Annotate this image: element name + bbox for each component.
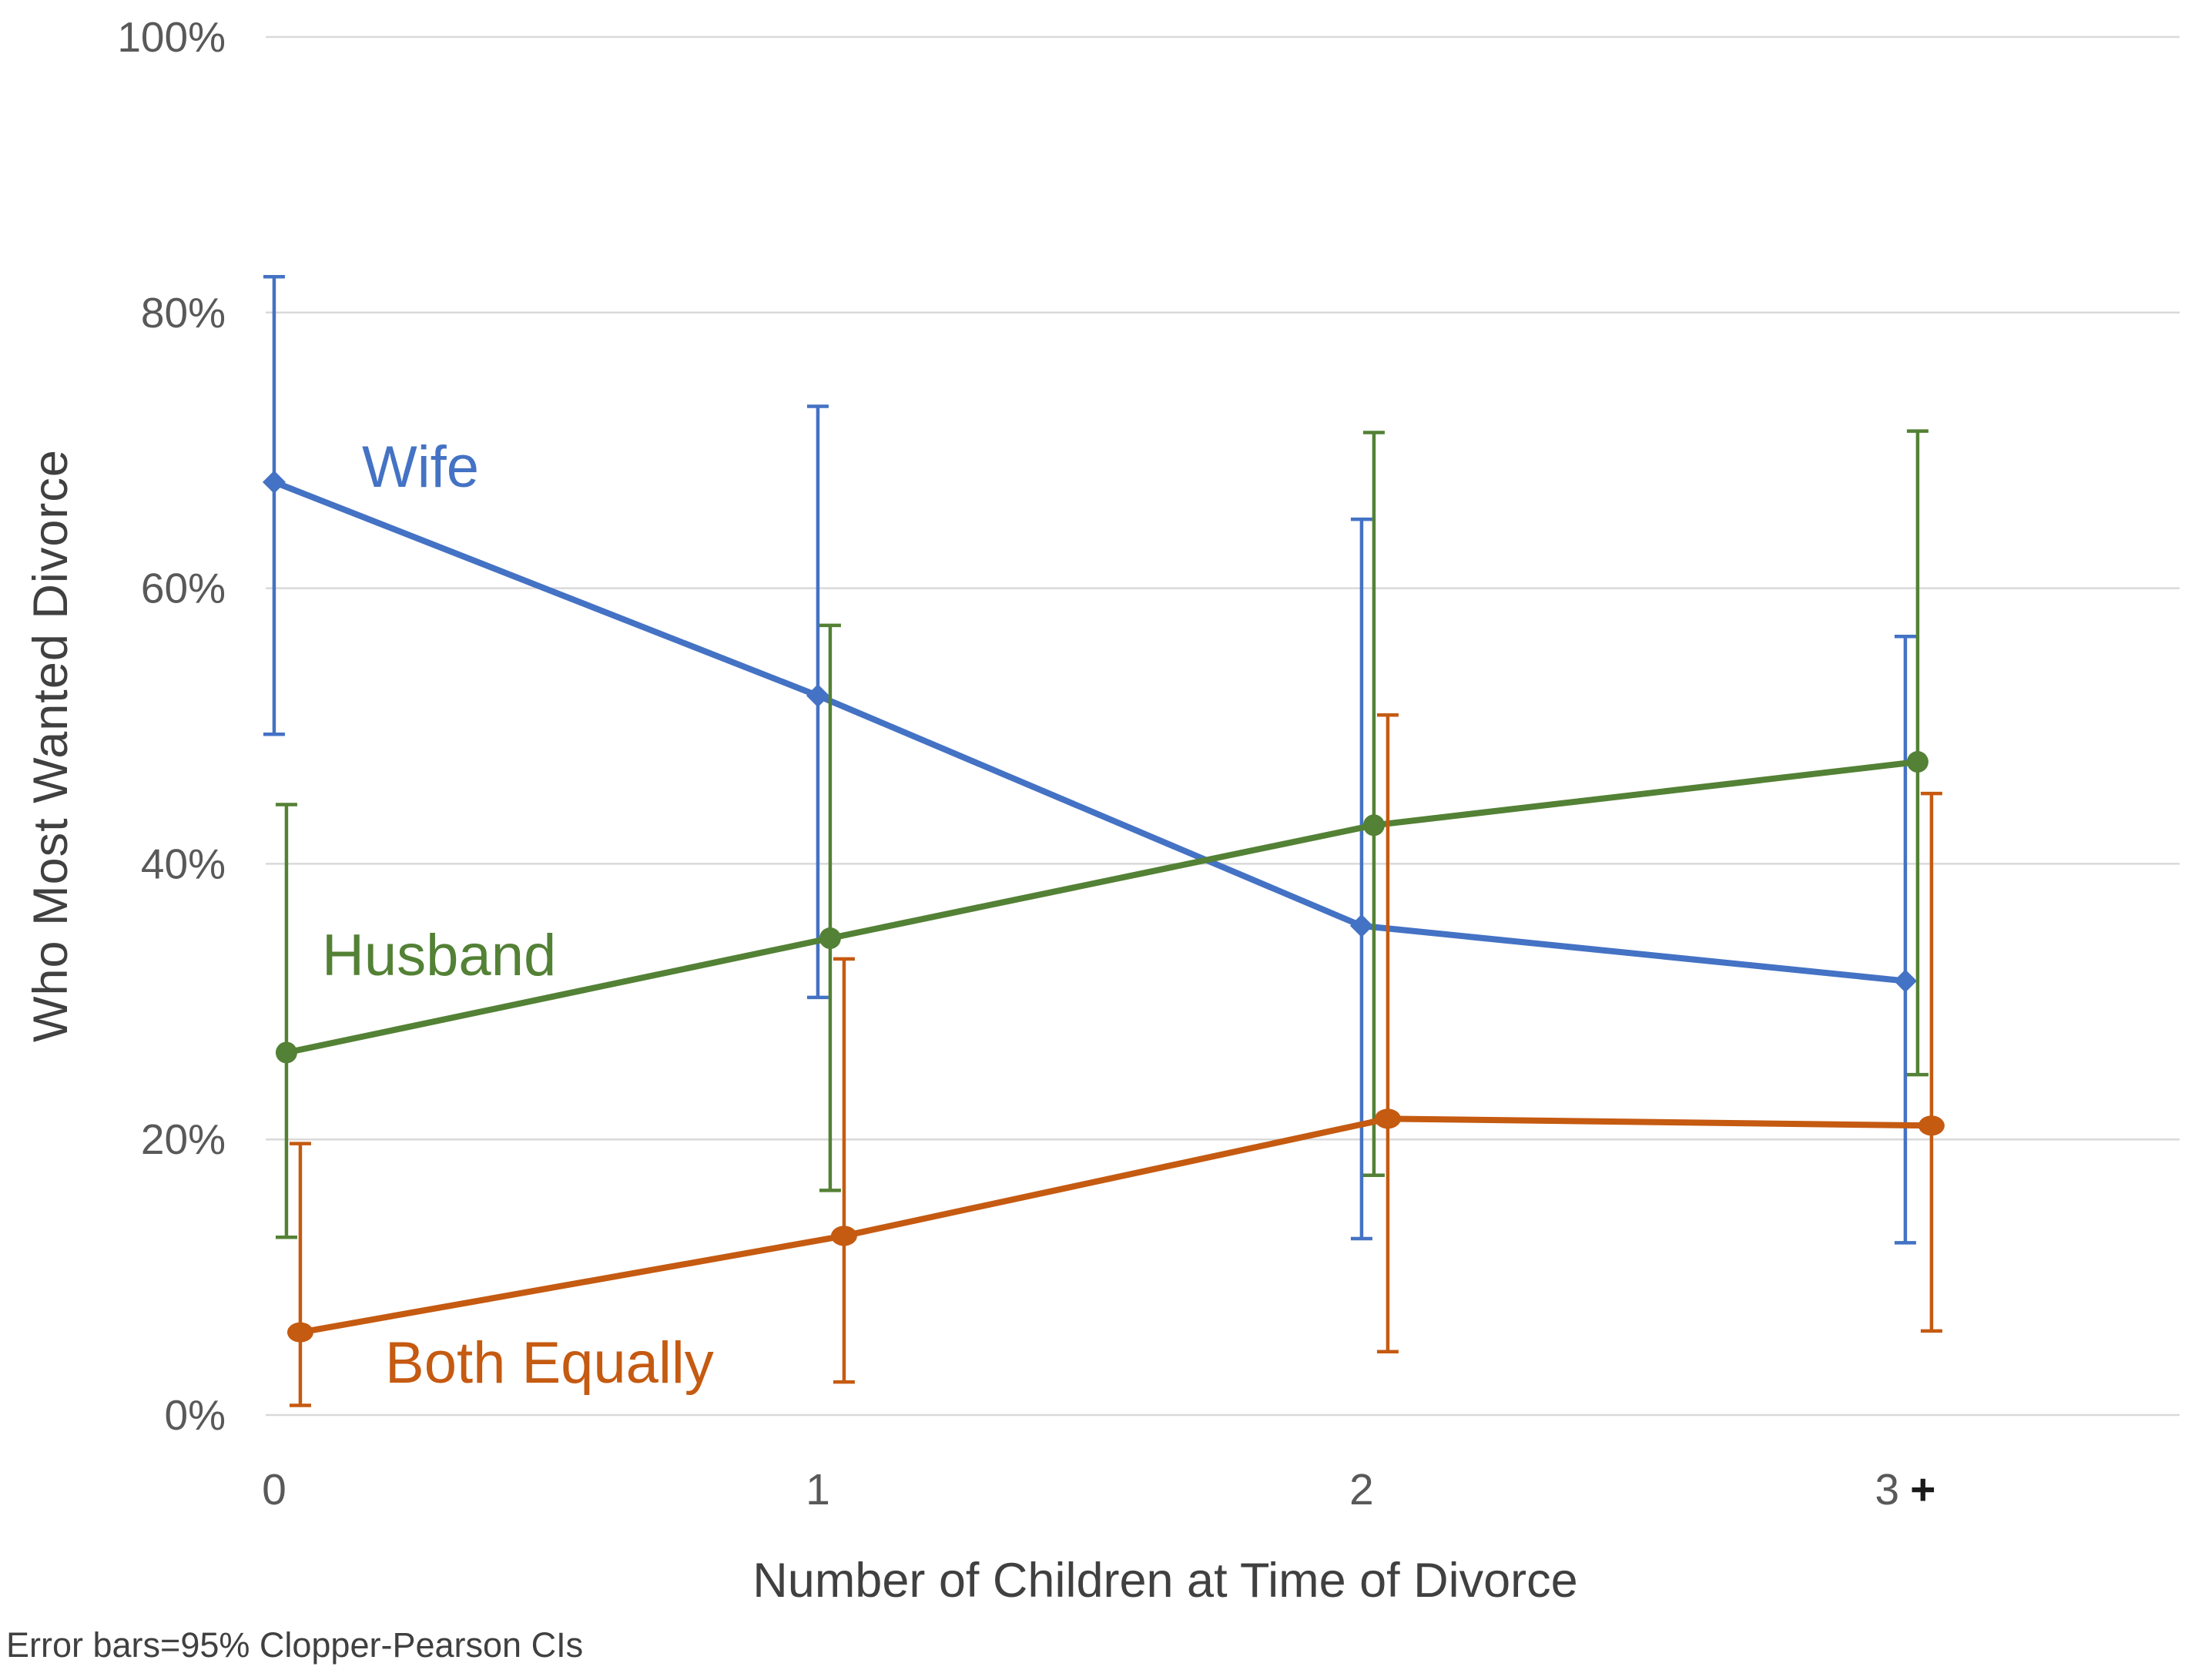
y-tick-label: 80% [141,289,226,337]
data-point-marker [1906,751,1929,773]
y-tick-label: 40% [141,840,226,887]
series-wife: Wife [262,275,1917,1245]
data-point-marker [1374,1108,1401,1129]
x-tick-label: 3 + [1875,1465,1935,1514]
y-axis-title: Who Most Wanted Divorce [24,449,78,1042]
data-point-marker [819,927,841,950]
x-axis-tick-labels: 0 1 2 3 + [262,1465,1935,1514]
data-point-marker [1349,914,1373,937]
x-axis-title: Number of Children at Time of Divorce [752,1554,1578,1608]
data-point-marker [1918,1115,1945,1136]
y-tick-label: 20% [141,1115,226,1163]
y-tick-label: 0% [165,1391,226,1439]
data-point-marker [806,684,829,708]
y-tick-label: 100% [117,13,226,61]
data-point-marker [262,470,286,494]
x-tick-label: 1 [806,1465,830,1514]
data-point-marker [275,1041,297,1064]
data-point-marker [287,1322,313,1343]
error-bars-footnote: Error bars=95% Clopper-Pearson CIs [6,1625,584,1665]
series-label: Husband [322,923,556,988]
error-bars [275,429,1929,1239]
y-tick-label: 60% [141,565,226,612]
series-markers [275,751,1929,1064]
series-markers [287,1108,1945,1343]
series-both-equally: Both Equally [287,713,1945,1407]
series-line [297,1115,1935,1336]
x-tick-label: 0 [262,1465,287,1514]
data-point-marker [1893,969,1917,993]
x-tick-label: 2 [1349,1465,1374,1514]
x-tick-label-suffix: + [1910,1465,1935,1514]
series-line [270,478,1908,984]
series-husband: Husband [275,429,1929,1239]
series-line [283,759,1921,1056]
error-bars [289,713,1942,1407]
y-axis-tick-labels: 0% 20% 40% 60% 80% 100% [117,13,226,1439]
series-label: Wife [362,434,479,500]
data-point-marker [1362,814,1385,837]
series-markers [262,470,1917,993]
data-point-marker [830,1226,857,1246]
error-bars [263,275,1916,1245]
series-label: Both Equally [385,1330,714,1396]
gridlines-group [266,35,2180,1417]
